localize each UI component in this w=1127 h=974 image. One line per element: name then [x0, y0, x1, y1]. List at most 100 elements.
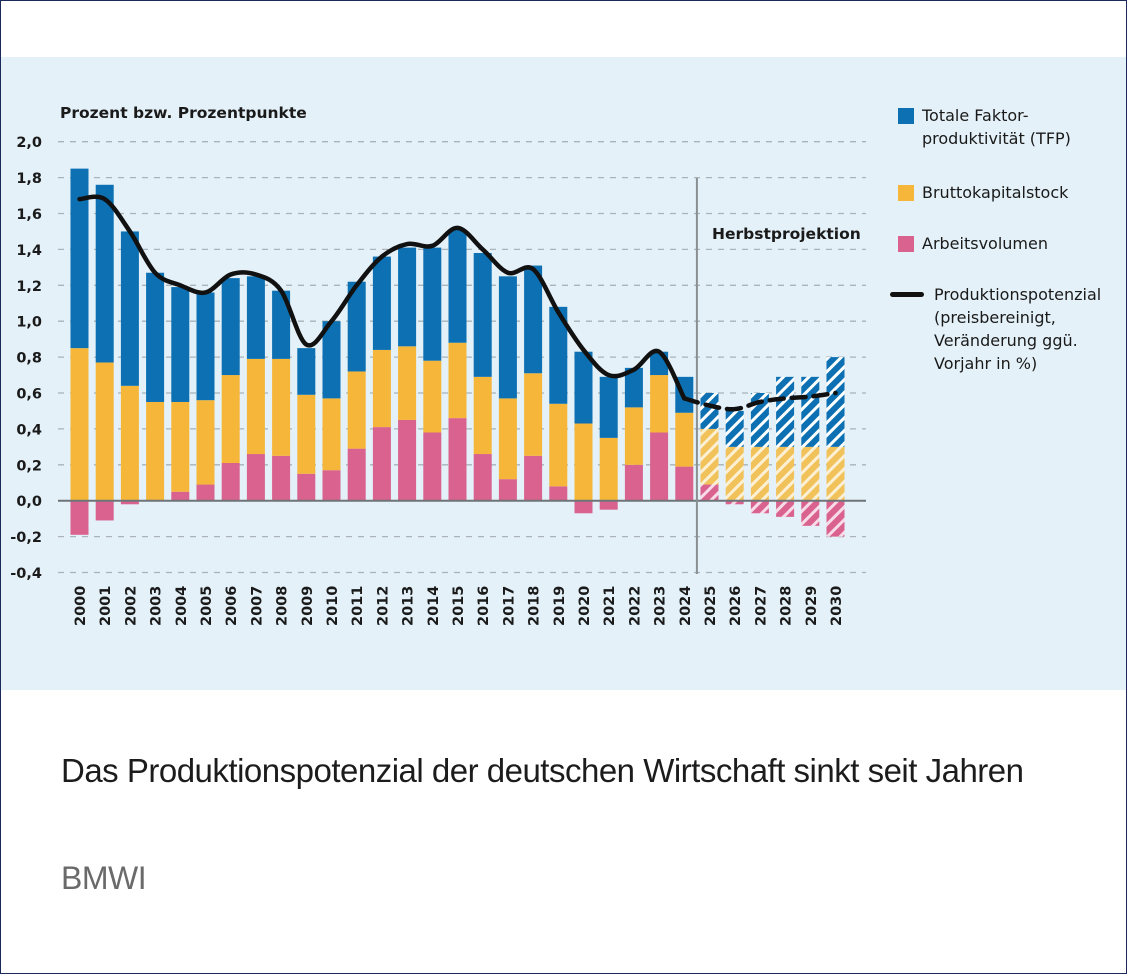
legend-label: Vorjahr in %) [934, 354, 1038, 373]
bar-capital-2017 [498, 398, 517, 480]
x-tick-label: 2002 [123, 586, 139, 626]
x-tick-label: 2008 [275, 586, 291, 626]
bar-labor-2025 [700, 484, 719, 501]
legend-swatch-capital [898, 185, 914, 201]
legend-label: produktivität (TFP) [922, 129, 1071, 148]
bar-tfp-2006 [221, 278, 240, 376]
bar-tfp-2003 [146, 272, 165, 402]
bar-labor-2011 [347, 448, 366, 501]
x-tick-label: 2022 [627, 586, 643, 626]
x-tick-label: 2015 [451, 586, 467, 626]
bar-labor-2012 [372, 427, 391, 501]
bar-capital-2026 [725, 446, 744, 501]
bar-labor-2009 [297, 473, 316, 501]
x-tick-label: 2013 [401, 586, 417, 626]
bar-labor-2017 [498, 479, 517, 501]
y-tick-label: 1,0 [16, 315, 42, 331]
x-tick-label: 2003 [149, 586, 165, 626]
bar-capital-2002 [120, 385, 139, 501]
bar-labor-2010 [322, 470, 341, 501]
bar-capital-2018 [524, 373, 543, 456]
x-tick-label: 2027 [753, 586, 769, 626]
x-tick-label: 2011 [350, 586, 366, 626]
y-tick-label: 2,0 [16, 135, 42, 151]
bar-labor-2016 [473, 454, 492, 501]
bar-capital-2007 [246, 358, 265, 455]
y-tick-label: -0,2 [10, 530, 42, 546]
legend-item-line: Produktionspotenzial (preisbereinigt, Ve… [890, 283, 1121, 375]
bar-tfp-2018 [524, 265, 543, 374]
legend-item-labor: Arbeitsvolumen [896, 232, 1121, 255]
bar-capital-2029 [801, 446, 820, 501]
bar-tfp-2016 [473, 252, 492, 377]
bar-labor-2022 [624, 464, 643, 501]
legend: Totale Faktor- produktivität (TFP) Brutt… [890, 104, 1121, 375]
x-tick-label: 2005 [199, 586, 215, 626]
bar-capital-2014 [423, 360, 442, 433]
bar-capital-2012 [372, 349, 391, 428]
bar-tfp-2020 [574, 351, 593, 424]
y-tick-label: 0,2 [16, 458, 42, 474]
bar-capital-2000 [70, 348, 89, 501]
bar-capital-2019 [549, 403, 568, 487]
x-tick-label: 2001 [98, 586, 114, 626]
x-tick-label: 2028 [779, 586, 795, 626]
y-tick-label: 0,6 [16, 387, 42, 403]
bar-capital-2020 [574, 423, 593, 501]
y-tick-label: 0,8 [16, 351, 42, 367]
bar-labor-2008 [272, 455, 291, 501]
bar-capital-2003 [146, 401, 165, 501]
bar-tfp-2021 [599, 376, 618, 438]
bar-tfp-2025 [700, 393, 719, 429]
bar-labor-2014 [423, 432, 442, 501]
bar-tfp-2012 [372, 256, 391, 350]
y-tick-label: 1,8 [16, 171, 42, 187]
bar-tfp-2005 [196, 292, 215, 401]
caption-title: Das Produktionspotenzial der deutschen W… [61, 752, 1024, 789]
bar-capital-2004 [171, 401, 190, 492]
y-tick-label: -0,4 [10, 566, 42, 582]
bar-labor-2023 [650, 432, 669, 501]
bar-tfp-2014 [423, 247, 442, 361]
bar-labor-2007 [246, 454, 265, 501]
bar-capital-2016 [473, 376, 492, 455]
bar-labor-2004 [171, 491, 190, 501]
bar-tfp-2030 [826, 357, 845, 447]
bar-tfp-2001 [95, 184, 114, 363]
bar-capital-2022 [624, 407, 643, 465]
bar-labor-2028 [776, 500, 795, 517]
x-tick-label: 2004 [174, 586, 190, 626]
bar-capital-2013 [398, 346, 417, 420]
legend-label: Bruttokapitalstock [922, 183, 1069, 202]
bar-capital-2024 [675, 412, 694, 467]
bar-tfp-2000 [70, 168, 89, 349]
bar-tfp-2017 [498, 276, 517, 399]
y-tick-label: 1,4 [16, 243, 42, 259]
bar-capital-2023 [650, 375, 669, 433]
x-tick-label: 2018 [527, 586, 543, 626]
x-tick-label: 2016 [476, 586, 492, 626]
bar-labor-2015 [448, 418, 467, 501]
bar-labor-2002 [120, 500, 139, 505]
y-tick-label: 1,6 [16, 207, 42, 223]
line-production-potential-history [77, 194, 687, 401]
bar-tfp-2004 [171, 287, 190, 402]
x-tick-label: 2030 [829, 586, 845, 626]
bar-capital-2030 [826, 446, 845, 501]
bar-capital-2006 [221, 375, 240, 464]
bar-tfp-2011 [347, 281, 366, 372]
bar-capital-2025 [700, 428, 719, 485]
bar-capital-2008 [272, 358, 291, 456]
projection-annotation: Herbstprojektion [712, 225, 861, 243]
caption-source: BMWI [61, 860, 147, 896]
bar-labor-2000 [70, 500, 89, 535]
bar-tfp-2028 [776, 376, 795, 447]
bar-tfp-2009 [297, 348, 316, 395]
x-tick-label: 2025 [703, 586, 719, 626]
x-tick-label: 2023 [653, 586, 669, 626]
bar-labor-2030 [826, 500, 845, 537]
bar-labor-2024 [675, 466, 694, 501]
bar-tfp-2026 [725, 410, 744, 447]
bar-tfp-2008 [272, 290, 291, 359]
x-tick-label: 2020 [577, 586, 593, 626]
